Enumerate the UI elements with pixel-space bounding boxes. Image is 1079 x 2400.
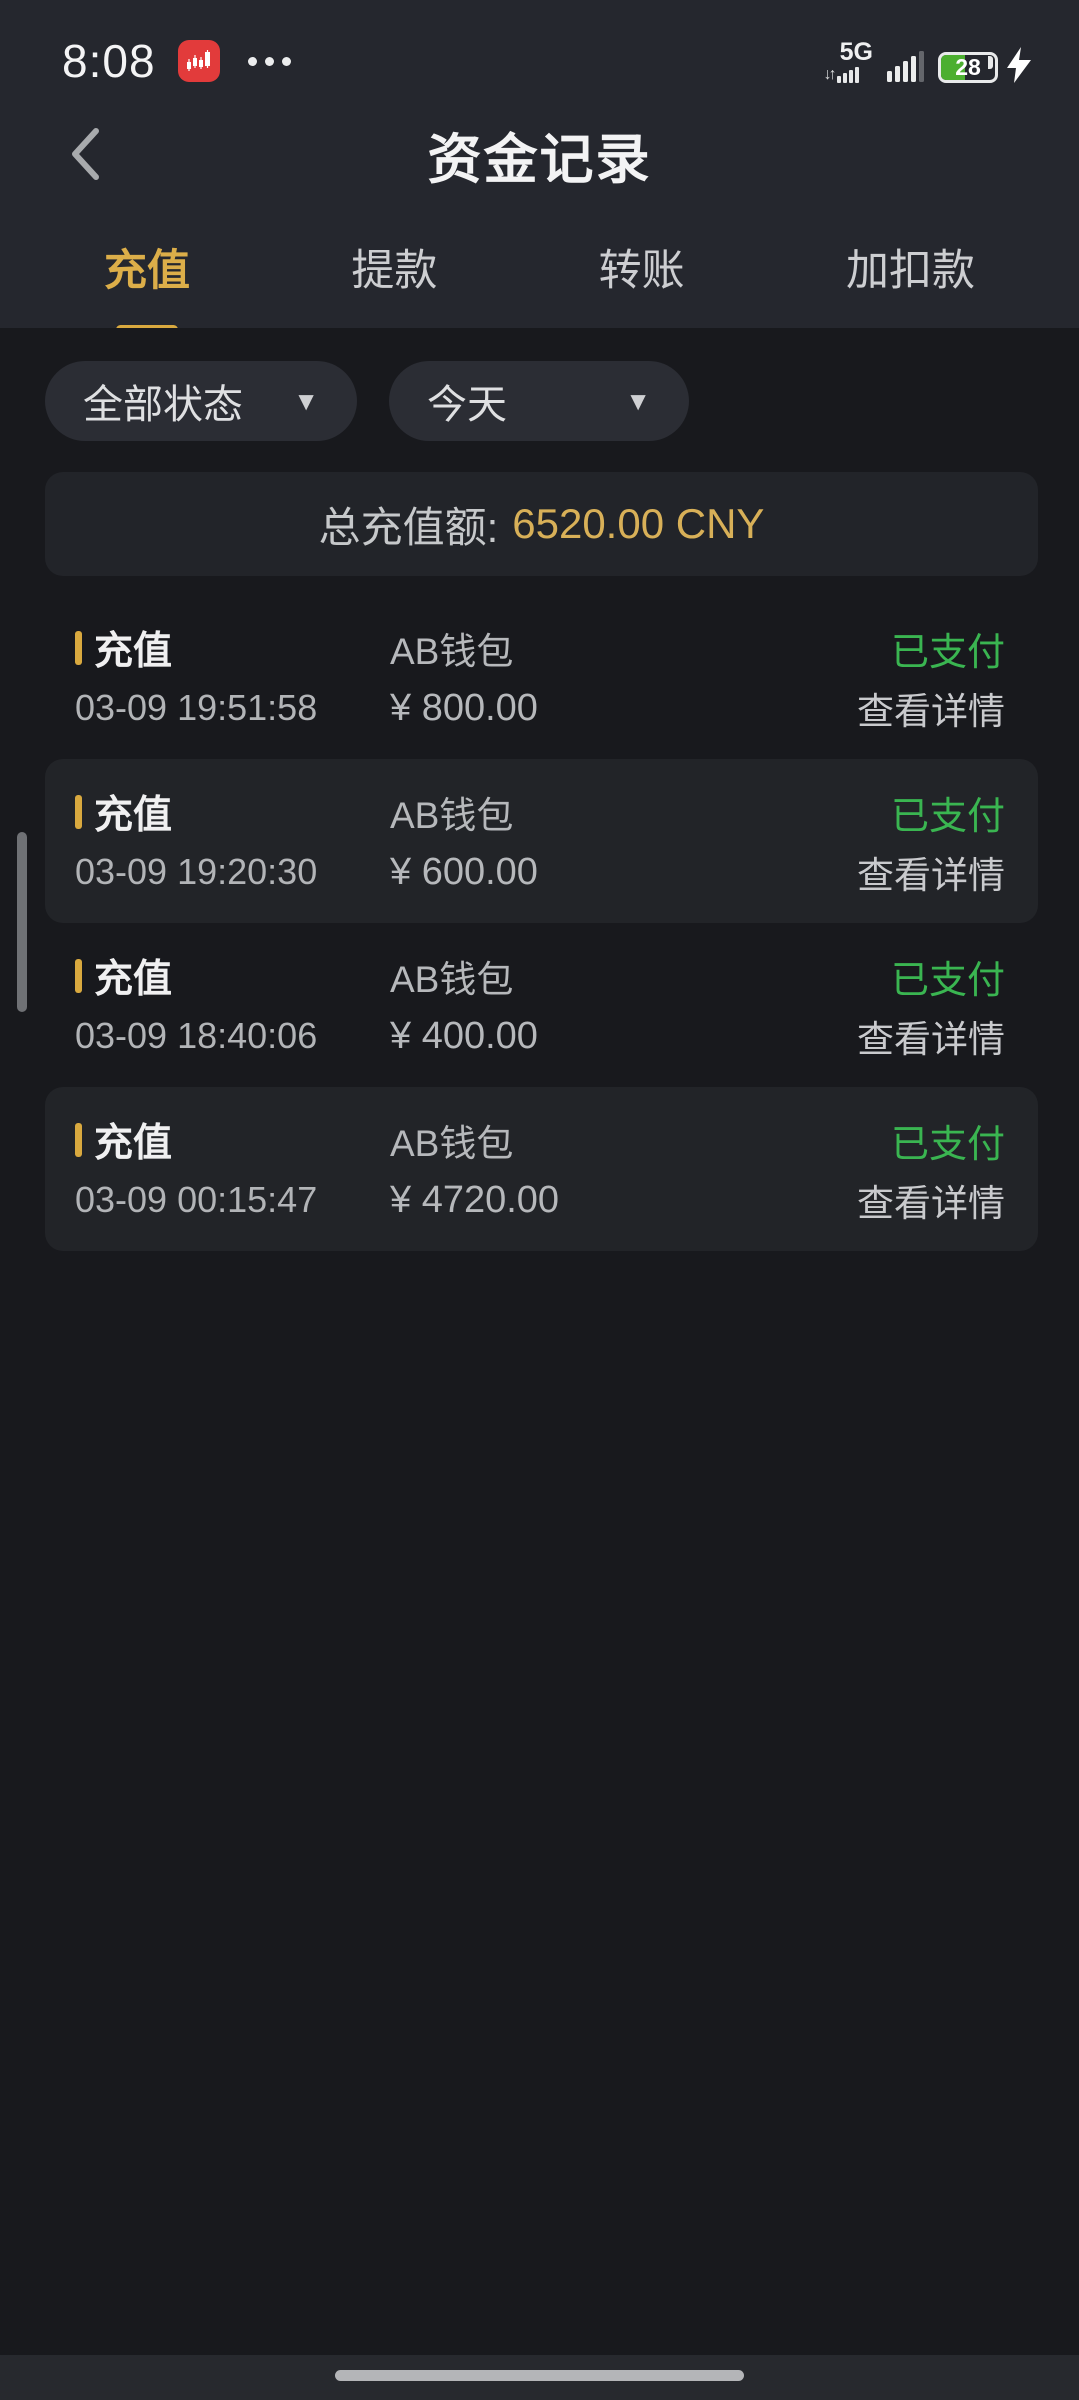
battery-percent: 28 [955,53,981,80]
record-type: 充值 [94,794,173,837]
record-time: 03-09 18:40:06 [75,1015,318,1056]
sim2-signal-icon [836,66,859,83]
scrollbar-thumb[interactable] [17,832,27,1012]
signal-bars-icon [887,50,924,83]
view-details-link[interactable]: 查看详情 [857,845,1005,899]
record-list: 充值 03-09 19:51:58 AB钱包 ¥ 800.00 已支付 查看详情… [45,595,1038,1251]
status-bar-left: 8:08 [62,34,291,88]
data-activity-icon: ↓↑ [824,66,859,83]
record-type: 充值 [94,958,173,1001]
record-wallet: AB钱包 [390,959,514,1000]
header: 8:08 5G ↓↑ [0,0,1079,334]
tab-bar: 充值 提款 转账 加扣款 [0,200,1079,340]
record-wallet: AB钱包 [390,631,514,672]
status-badge: 已支付 [890,795,1005,838]
record-time: 03-09 19:51:58 [75,687,318,728]
summary-label: 总充值额: [318,503,499,551]
content-area: 全部状态 ▼ 今天 ▼ 总充值额: 6520.00 CNY 充值 03-09 1… [0,328,1079,2355]
title-bar: 资金记录 [0,108,1079,200]
type-indicator-bar [75,631,82,665]
record-time: 03-09 19:20:30 [75,851,318,892]
record-type: 充值 [94,630,173,673]
date-filter-value: 今天 [427,383,507,427]
status-bar-right: 5G ↓↑ 28 [824,37,1031,83]
record-row[interactable]: 充值 03-09 19:51:58 AB钱包 ¥ 800.00 已支付 查看详情 [45,595,1038,759]
battery-icon: 28 [938,51,998,83]
type-indicator-bar [75,959,82,993]
tab-deposit[interactable]: 充值 [104,236,190,340]
back-button[interactable] [50,108,120,200]
status-bar: 8:08 5G ↓↑ [0,0,1079,108]
date-filter-dropdown[interactable]: 今天 ▼ [389,361,689,441]
record-time: 03-09 00:15:47 [75,1179,318,1220]
type-indicator-bar [75,795,82,829]
more-notifications-icon [247,56,291,66]
status-filter-value: 全部状态 [83,383,243,427]
tab-adjustment[interactable]: 加扣款 [846,236,975,340]
battery-fill [941,54,966,80]
record-row[interactable]: 充值 03-09 18:40:06 AB钱包 ¥ 400.00 已支付 查看详情 [45,923,1038,1087]
status-badge: 已支付 [890,1123,1005,1166]
view-details-link[interactable]: 查看详情 [857,681,1005,735]
home-indicator[interactable] [335,2370,744,2381]
record-wallet: AB钱包 [390,795,514,836]
status-badge: 已支付 [890,959,1005,1002]
charging-icon [1007,46,1031,83]
filter-row: 全部状态 ▼ 今天 ▼ [45,361,1038,441]
record-wallet: AB钱包 [390,1123,514,1164]
chevron-down-icon: ▼ [625,386,651,416]
page-title: 资金记录 [427,129,652,190]
candlestick-chart-icon [186,50,210,71]
record-amount: ¥ 400.00 [390,1014,538,1057]
summary-amount: 6520.00 CNY [512,500,765,547]
battery-indicator: 28 [938,51,998,83]
status-filter-dropdown[interactable]: 全部状态 ▼ [45,361,357,441]
record-amount: ¥ 4720.00 [390,1178,560,1221]
record-amount: ¥ 600.00 [390,850,538,893]
network-type-label: 5G [839,37,873,66]
battery-nub [988,56,993,69]
record-type: 充值 [94,1122,173,1165]
bottom-nav-bar [0,2355,1079,2400]
status-badge: 已支付 [890,631,1005,674]
tab-withdraw[interactable]: 提款 [351,236,437,340]
view-details-link[interactable]: 查看详情 [857,1009,1005,1063]
type-indicator-bar [75,1123,82,1157]
summary-card: 总充值额: 6520.00 CNY [45,472,1038,576]
record-amount: ¥ 800.00 [390,686,538,729]
record-row[interactable]: 充值 03-09 19:20:30 AB钱包 ¥ 600.00 已支付 查看详情 [45,759,1038,923]
view-details-link[interactable]: 查看详情 [857,1173,1005,1227]
chevron-left-icon [72,128,99,180]
tab-transfer[interactable]: 转账 [599,236,685,340]
network-indicator: 5G ↓↑ [824,37,873,83]
clock: 8:08 [62,35,156,87]
record-row[interactable]: 充值 03-09 00:15:47 AB钱包 ¥ 4720.00 已支付 查看详… [45,1087,1038,1251]
chevron-down-icon: ▼ [293,386,319,416]
notification-app-icon [177,40,220,82]
